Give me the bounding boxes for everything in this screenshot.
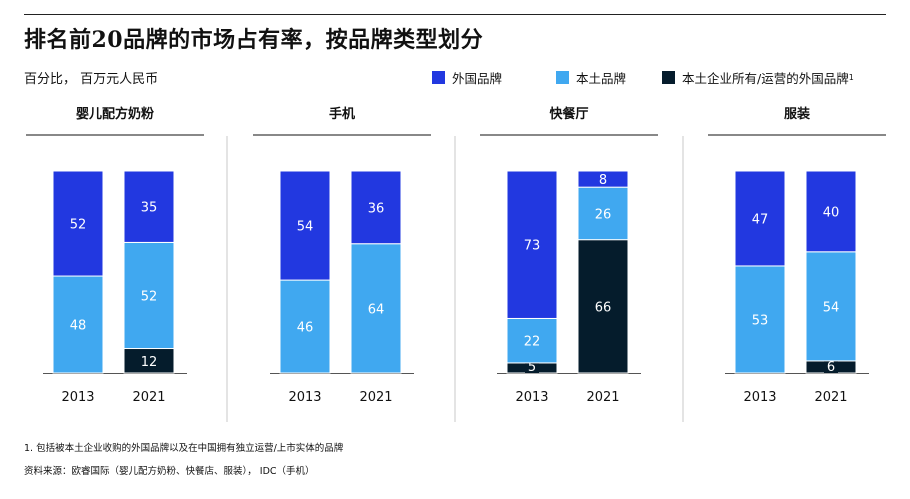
bar-segment: [805, 251, 857, 362]
x-tick-label: 2021: [814, 390, 847, 405]
value-badge: [824, 358, 838, 373]
data-label: 22: [524, 335, 541, 350]
bar-segment: [123, 241, 175, 350]
data-label: 73: [524, 239, 541, 254]
legend-item-foreign: 外国品牌: [432, 68, 502, 87]
footnote: 1. 包括被本土企业收购的外国品牌以及在中国拥有独立运营/上市实体的品牌: [24, 443, 344, 454]
source-note: 资料来源：欧睿国际（婴儿配方奶粉、快餐店、服装）， IDC（手机）: [24, 466, 315, 477]
x-tick-label: 2021: [132, 390, 165, 405]
legend-label: 本土企业所有/运营的外国品牌: [682, 71, 849, 86]
data-label: 54: [297, 220, 314, 235]
data-label: 64: [368, 302, 385, 317]
chart-panel-3: 快餐厅 5 22 73 2013 66 26 8 2021: [480, 106, 658, 405]
data-label: 47: [752, 212, 769, 227]
data-label: 66: [595, 300, 612, 315]
data-label: 8: [599, 173, 607, 188]
legend-swatch: [556, 71, 569, 84]
legend-label: 外国品牌: [452, 71, 503, 86]
chart-panel-4: 服装053472013654402021: [708, 106, 886, 405]
data-label: 54: [823, 300, 840, 315]
bar-segment: [506, 170, 558, 319]
x-tick-label: 2013: [515, 390, 548, 405]
legend-item-acquired: 本土企业所有/运营的外国品牌 1: [662, 68, 854, 87]
x-tick-label: 2013: [743, 390, 776, 405]
data-label: 6: [827, 360, 835, 375]
bar-segment: [350, 170, 402, 245]
bar-segment: [805, 170, 857, 253]
panel-title: 快餐厅: [549, 106, 588, 122]
bar-segment: [350, 243, 402, 374]
bar-segment: [577, 186, 629, 241]
legend-footnote-marker: 1: [848, 73, 854, 82]
panel-title: 服装: [784, 106, 810, 122]
data-label: 5: [528, 360, 536, 375]
data-label: 53: [752, 313, 769, 328]
panel-title: 手机: [329, 106, 355, 122]
legend-item-domestic: 本土品牌: [556, 68, 626, 87]
legend-swatch: [662, 71, 675, 84]
bar-segment: [279, 170, 331, 281]
data-label: 40: [823, 205, 840, 220]
bar-segment: [52, 170, 104, 277]
x-tick-label: 2021: [359, 390, 392, 405]
chart-panel-1: 婴儿配方奶粉0485220131252352021: [26, 106, 204, 405]
bar-segment: [279, 279, 331, 374]
top-rule: [24, 14, 886, 15]
data-label: 46: [297, 321, 314, 336]
chart-panel-2: 手机046542013064362021: [253, 106, 431, 405]
data-label: 52: [70, 218, 87, 233]
panel-title: 婴儿配方奶粉: [76, 106, 154, 122]
chart-units: 百分比， 百万元人民币: [24, 72, 159, 87]
bar-segment: [577, 239, 629, 374]
bar-segment: [734, 170, 786, 267]
bar-segment: [577, 170, 629, 188]
bar-segment: [123, 170, 175, 243]
data-label: 26: [595, 207, 612, 222]
data-label: 36: [368, 201, 385, 216]
data-label: 35: [141, 201, 158, 216]
x-tick-label: 2013: [61, 390, 94, 405]
x-tick-label: 2013: [288, 390, 321, 405]
data-label: 12: [141, 355, 158, 370]
data-label: 48: [70, 319, 87, 334]
data-label: 52: [141, 289, 158, 304]
legend-label: 本土品牌: [576, 71, 627, 86]
bar-segment: [734, 265, 786, 374]
page-title: 排名前20品牌的市场占有率，按品牌类型划分: [24, 27, 484, 53]
x-tick-label: 2021: [586, 390, 619, 405]
legend-swatch: [432, 71, 445, 84]
